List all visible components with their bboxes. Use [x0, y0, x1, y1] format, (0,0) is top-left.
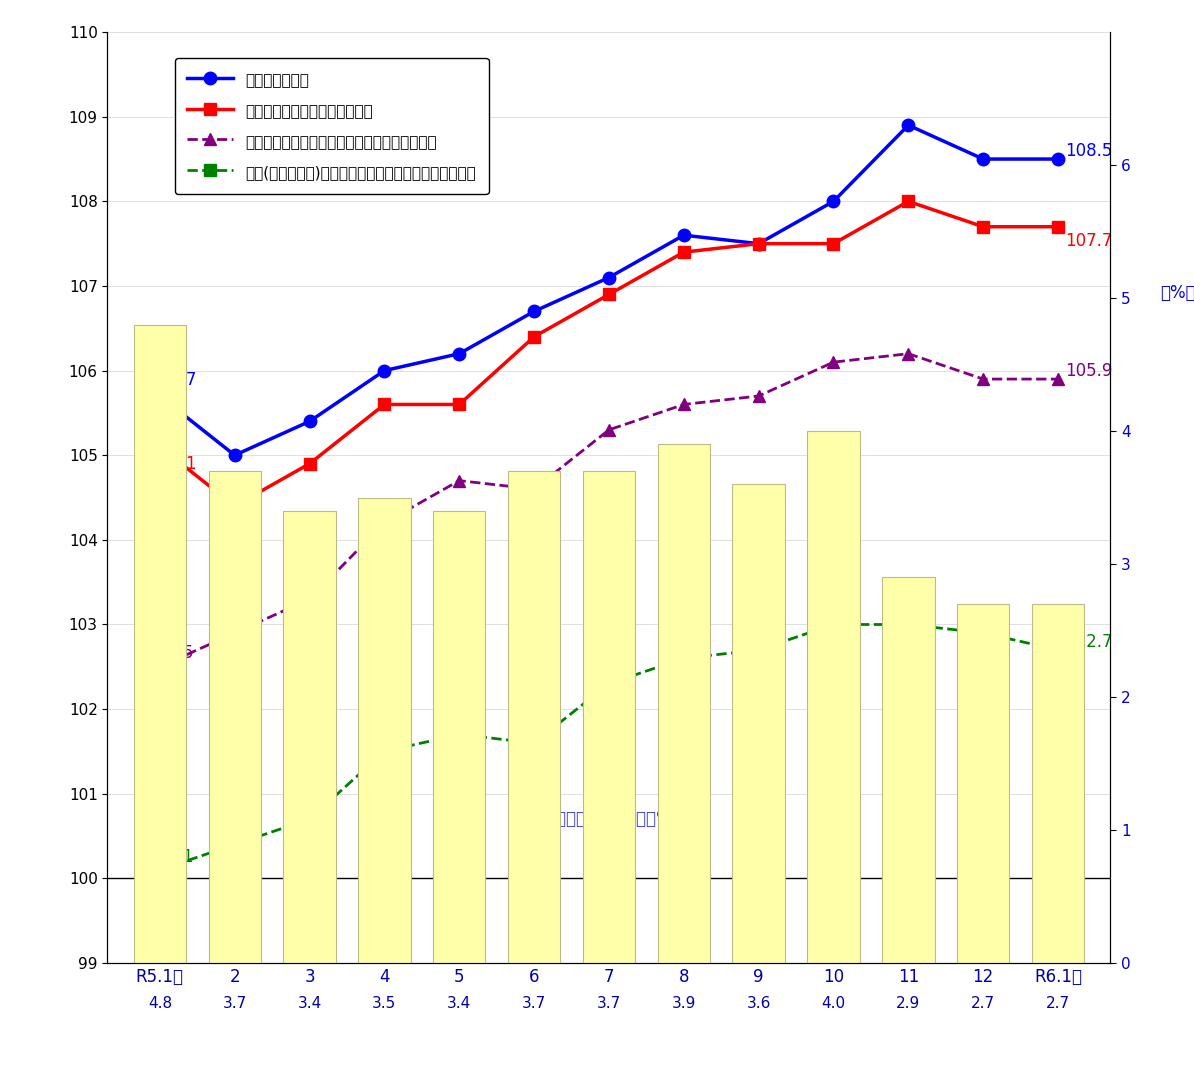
- Text: 105.7: 105.7: [149, 371, 196, 388]
- 総合（左目盛）: [153, 389, 167, 402]
- Text: （%）: （%）: [1161, 284, 1194, 302]
- 生鮮食品を除く総合（左目盛）: [901, 195, 916, 208]
- 食料(酒類を除く)及びエネルギーを除く総合（左目盛）: [975, 627, 990, 640]
- 生鮮食品を除く総合（左目盛）: [975, 220, 990, 233]
- 総合（左目盛）: [453, 348, 467, 361]
- Bar: [956, 603, 1009, 963]
- Bar: [283, 510, 336, 963]
- 生鮮食品を除く総合（左目盛）: [1051, 220, 1065, 233]
- Text: 3.7: 3.7: [522, 996, 546, 1011]
- 生鮮食品を除く総合（左目盛）: [527, 331, 541, 343]
- 総合（左目盛）: [228, 448, 242, 461]
- Text: 2.7: 2.7: [1046, 996, 1070, 1011]
- Line: 生鮮食品及びエネルギーを除く総合（左目盛）: 生鮮食品及びエネルギーを除く総合（左目盛）: [154, 348, 1064, 672]
- 生鮮食品及びエネルギーを除く総合（左目盛）: [751, 389, 765, 402]
- Bar: [134, 324, 186, 963]
- 食料(酒類を除く)及びエネルギーを除く総合（左目盛）: [602, 677, 616, 690]
- 生鮮食品を除く総合（左目盛）: [677, 246, 691, 259]
- Bar: [433, 510, 486, 963]
- Bar: [358, 498, 411, 963]
- 食料(酒類を除く)及びエネルギーを除く総合（左目盛）: [228, 838, 242, 851]
- 総合（左目盛）: [826, 195, 841, 208]
- 食料(酒類を除く)及びエネルギーを除く総合（左目盛）: [527, 736, 541, 749]
- Bar: [507, 471, 560, 963]
- Bar: [658, 444, 710, 963]
- 食料(酒類を除く)及びエネルギーを除く総合（左目盛）: [302, 813, 316, 826]
- Text: 2.9: 2.9: [897, 996, 921, 1011]
- Line: 生鮮食品を除く総合（左目盛）: 生鮮食品を除く総合（左目盛）: [154, 196, 1064, 511]
- Legend: 総合（左目盛）, 生鮮食品を除く総合（左目盛）, 生鮮食品及びエネルギーを除く総合（左目盛）, 食料(酒類を除く)及びエネルギーを除く総合（左目盛）: 総合（左目盛）, 生鮮食品を除く総合（左目盛）, 生鮮食品及びエネルギーを除く総…: [176, 59, 488, 194]
- Bar: [807, 431, 860, 963]
- 総合（左目盛）: [302, 415, 316, 428]
- 生鮮食品及びエネルギーを除く総合（左目盛）: [302, 593, 316, 606]
- 生鮮食品及びエネルギーを除く総合（左目盛）: [377, 517, 392, 530]
- Text: 4.8: 4.8: [148, 996, 172, 1011]
- 総合（左目盛）: [1051, 153, 1065, 166]
- 生鮮食品及びエネルギーを除く総合（左目盛）: [453, 474, 467, 487]
- 食料(酒類を除く)及びエネルギーを除く総合（左目盛）: [677, 652, 691, 664]
- 食料(酒類を除く)及びエネルギーを除く総合（左目盛）: [901, 618, 916, 631]
- Text: 105.9: 105.9: [1065, 363, 1113, 380]
- 生鮮食品を除く総合（左目盛）: [826, 238, 841, 250]
- Text: 3.5: 3.5: [373, 996, 396, 1011]
- Text: 3.4: 3.4: [297, 996, 321, 1011]
- 食料(酒類を除く)及びエネルギーを除く総合（左目盛）: [1051, 643, 1065, 656]
- Line: 総合（左目盛）: 総合（左目盛）: [154, 119, 1064, 461]
- 生鮮食品及びエネルギーを除く総合（左目盛）: [602, 424, 616, 437]
- 生鮮食品及びエネルギーを除く総合（左目盛）: [677, 398, 691, 411]
- 食料(酒類を除く)及びエネルギーを除く総合（左目盛）: [826, 618, 841, 631]
- 生鮮食品を除く総合（左目盛）: [453, 398, 467, 411]
- 生鮮食品及びエネルギーを除く総合（左目盛）: [975, 372, 990, 385]
- 生鮮食品及びエネルギーを除く総合（左目盛）: [228, 627, 242, 640]
- 総合（左目盛）: [901, 119, 916, 132]
- 総合（左目盛）: [602, 271, 616, 284]
- Text: 総合前年同月比（右目盛　%）: 総合前年同月比（右目盛 %）: [536, 810, 682, 827]
- 生鮮食品を除く総合（左目盛）: [751, 238, 765, 250]
- 生鮮食品及びエネルギーを除く総合（左目盛）: [153, 660, 167, 673]
- 生鮮食品を除く総合（左目盛）: [153, 441, 167, 454]
- 生鮮食品及びエネルギーを除く総合（左目盛）: [901, 348, 916, 361]
- 食料(酒類を除く)及びエネルギーを除く総合（左目盛）: [751, 643, 765, 656]
- 総合（左目盛）: [527, 305, 541, 318]
- Text: 107.7: 107.7: [1065, 232, 1113, 250]
- 総合（左目盛）: [377, 364, 392, 377]
- 総合（左目盛）: [751, 238, 765, 250]
- Text: 3.7: 3.7: [597, 996, 621, 1011]
- 総合（左目盛）: [677, 229, 691, 242]
- Text: 100.1: 100.1: [146, 847, 193, 866]
- Bar: [882, 578, 935, 963]
- Bar: [583, 471, 635, 963]
- Text: 3.9: 3.9: [671, 996, 696, 1011]
- Text: 102.5: 102.5: [146, 644, 193, 662]
- 生鮮食品及びエネルギーを除く総合（左目盛）: [1051, 372, 1065, 385]
- Bar: [1032, 603, 1084, 963]
- Text: 4.0: 4.0: [821, 996, 845, 1011]
- Line: 食料(酒類を除く)及びエネルギーを除く総合（左目盛）: 食料(酒類を除く)及びエネルギーを除く総合（左目盛）: [154, 618, 1064, 875]
- 総合（左目盛）: [975, 153, 990, 166]
- 食料(酒類を除く)及びエネルギーを除く総合（左目盛）: [377, 745, 392, 758]
- Text: 105.1: 105.1: [149, 455, 196, 473]
- 生鮮食品を除く総合（左目盛）: [228, 500, 242, 513]
- Text: 3.6: 3.6: [746, 996, 771, 1011]
- 生鮮食品及びエネルギーを除く総合（左目盛）: [527, 483, 541, 495]
- 生鮮食品を除く総合（左目盛）: [377, 398, 392, 411]
- Bar: [732, 485, 784, 963]
- Text: 3.7: 3.7: [222, 996, 247, 1011]
- Bar: [209, 471, 261, 963]
- Text: 3.4: 3.4: [447, 996, 472, 1011]
- 生鮮食品及びエネルギーを除く総合（左目盛）: [826, 355, 841, 368]
- 食料(酒類を除く)及びエネルギーを除く総合（左目盛）: [153, 863, 167, 876]
- 生鮮食品を除く総合（左目盛）: [602, 288, 616, 301]
- 食料(酒類を除く)及びエネルギーを除く総合（左目盛）: [453, 728, 467, 740]
- 生鮮食品を除く総合（左目盛）: [302, 457, 316, 470]
- Text: 108.5: 108.5: [1065, 142, 1113, 160]
- Text: 102.7: 102.7: [1065, 633, 1113, 652]
- Text: 2.7: 2.7: [971, 996, 996, 1011]
